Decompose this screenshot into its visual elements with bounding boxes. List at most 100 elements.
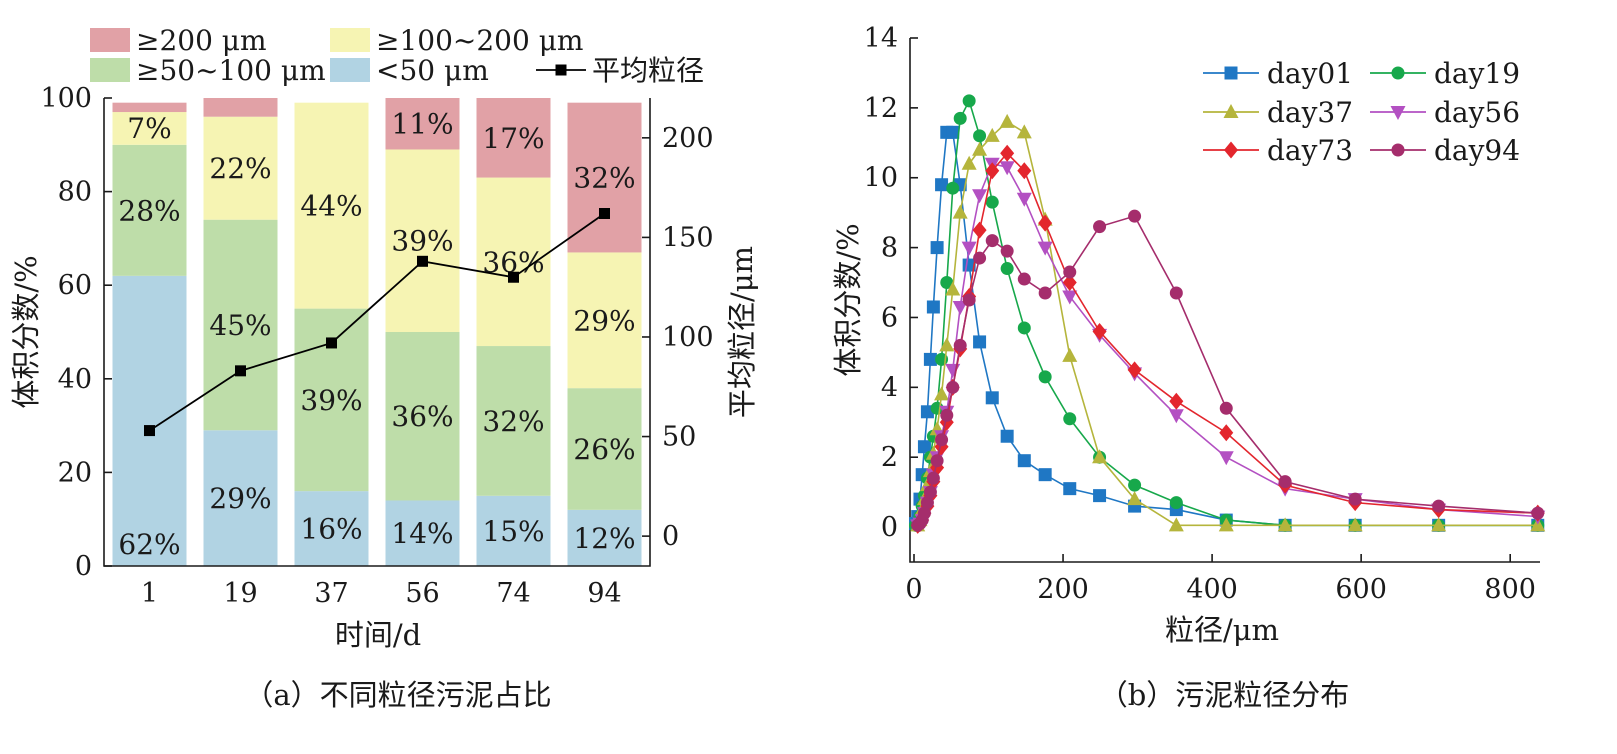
- data-point: [961, 241, 977, 256]
- bar-segment: [112, 275, 187, 566]
- chart-a-y-axis-title: 体积分数/%: [9, 255, 43, 408]
- y2-tick-label: 50: [662, 422, 696, 453]
- data-point: [1127, 491, 1143, 506]
- data-point: [935, 178, 949, 192]
- data-point: [973, 129, 987, 143]
- y-tick-label: 0: [881, 512, 898, 543]
- bar-segment: [112, 102, 187, 113]
- bar-segment: [476, 495, 551, 566]
- data-point: [926, 471, 940, 485]
- segment-label: 14%: [391, 517, 453, 550]
- segment-label: 29%: [209, 482, 271, 515]
- y2-tick-label: 0: [662, 521, 679, 552]
- y-tick-label: 20: [58, 457, 92, 488]
- segment-label: 11%: [391, 108, 453, 141]
- data-point: [940, 408, 954, 422]
- x-tick-label: 0: [905, 574, 922, 605]
- chart-b-x-axis-title: 粒径/μm: [1165, 613, 1279, 647]
- y2-tick-label: 100: [662, 322, 714, 353]
- bar-segment: [112, 144, 187, 276]
- series-day56: [910, 157, 1546, 534]
- chart-b-line: 0 2 4 6 8 10 12 14 0 200 400 600 800 day01 day19 day37…: [831, 23, 1546, 712]
- legend-label: ≥50~100 μm: [136, 54, 326, 87]
- data-point: [1169, 496, 1183, 510]
- y-tick-label: 10: [864, 163, 898, 194]
- data-point: [1127, 361, 1142, 379]
- segment-label: 45%: [209, 309, 271, 342]
- data-point: [1278, 475, 1292, 489]
- data-point: [923, 485, 937, 499]
- segment-label: 28%: [118, 194, 180, 227]
- bar-segment: [476, 98, 551, 178]
- data-point: [973, 335, 987, 349]
- segment-label: 16%: [300, 513, 362, 546]
- data-point: [923, 352, 937, 366]
- data-point: [1063, 482, 1077, 496]
- chart-b-series: [908, 94, 1546, 534]
- data-point: [1062, 274, 1077, 292]
- data-point: [1062, 347, 1078, 362]
- y-tick-label: 0: [75, 551, 92, 582]
- data-point: [952, 204, 968, 219]
- legend-marker: [1391, 66, 1405, 80]
- x-tick-label: 37: [314, 578, 348, 609]
- bar-segment: [567, 252, 642, 389]
- bar-segment: [567, 509, 642, 566]
- data-point: [946, 125, 960, 139]
- segment-label: 7%: [127, 112, 171, 145]
- data-point: [1017, 272, 1031, 286]
- bar-segment: [203, 116, 278, 220]
- bar-segment: [385, 332, 460, 501]
- data-point: [945, 281, 961, 296]
- legend-swatch: [90, 28, 130, 52]
- y-tick-label: 80: [58, 177, 92, 208]
- mean-size-line: [149, 212, 606, 432]
- legend-line-marker: [555, 64, 567, 76]
- bar-segment: [294, 102, 369, 309]
- data-point: [1432, 499, 1446, 513]
- chart-b-y-axis-title: 体积分数/%: [831, 223, 865, 376]
- series-line: [917, 162, 1538, 526]
- legend-swatch: [90, 58, 130, 82]
- series-day01: [908, 125, 1545, 532]
- y-tick-label: 60: [58, 270, 92, 301]
- data-point: [940, 276, 954, 290]
- chart-a-stacked-bar: ≥200 μm ≥100~200 μm ≥50~100 μm <50 μm 平均粒径 6…: [9, 24, 759, 712]
- legend-marker: [1224, 66, 1238, 80]
- x-tick-label: 400: [1186, 574, 1238, 605]
- series-day37: [910, 113, 1546, 532]
- data-point: [1128, 209, 1142, 223]
- data-point: [1038, 286, 1052, 300]
- x-tick-label: 600: [1335, 574, 1387, 605]
- y-tick-label: 6: [881, 302, 898, 333]
- data-point: [1168, 517, 1184, 532]
- chart-a-mean-size-line: [144, 208, 610, 437]
- data-point: [930, 241, 944, 255]
- legend-label: 平均粒径: [592, 54, 704, 87]
- segment-label: 62%: [118, 528, 180, 561]
- data-point: [917, 506, 931, 520]
- data-point: [1016, 192, 1032, 207]
- bar-segment: [112, 112, 187, 145]
- data-point: [985, 162, 1000, 180]
- mean-size-point: [417, 255, 428, 267]
- data-point: [973, 251, 987, 265]
- bar-segment: [476, 177, 551, 347]
- data-point: [1348, 492, 1362, 506]
- mean-size-point: [144, 425, 155, 437]
- legend-label: day37: [1267, 96, 1353, 129]
- data-point: [1000, 262, 1014, 276]
- data-point: [926, 300, 940, 314]
- y-tick-label: 4: [881, 372, 898, 403]
- legend-marker: [1390, 106, 1406, 120]
- segment-label: 29%: [573, 304, 635, 337]
- segment-label: 17%: [482, 122, 544, 155]
- legend-label: <50 μm: [376, 54, 489, 87]
- bar-segment: [203, 219, 278, 431]
- series-line: [916, 120, 1538, 527]
- data-point: [1128, 478, 1142, 492]
- data-point: [1017, 454, 1031, 468]
- data-point: [945, 363, 961, 378]
- data-point: [1016, 124, 1032, 139]
- segment-label: 32%: [573, 162, 635, 195]
